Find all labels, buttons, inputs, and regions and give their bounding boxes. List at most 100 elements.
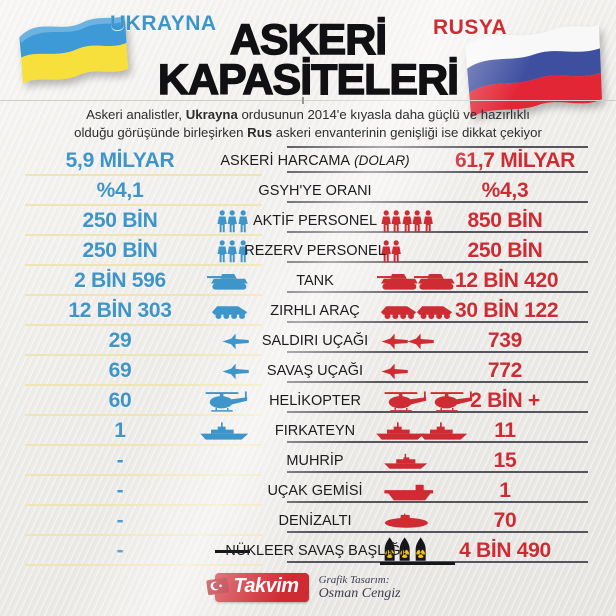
row-label: MUHRİP <box>250 453 380 469</box>
helicopter-icon <box>429 390 475 413</box>
tank-icon <box>377 272 420 291</box>
ukraine-value: - <box>116 539 124 562</box>
title-line-2: KAPASİTELERİ <box>157 55 460 104</box>
russia-value: 850 BİN <box>467 209 543 232</box>
subtitle-text: ordusunun 2014'e kıyasla daha güçlü ve h… <box>237 107 530 122</box>
footer: Takvim Grafik Tasarım: Osman Cengiz <box>0 573 616 602</box>
row-label-text: REZERV PERSONEL <box>244 243 386 259</box>
frigate-icon <box>376 421 467 441</box>
row-label-text: ASKERİ HARCAMA <box>220 153 351 169</box>
tank-icon <box>206 272 250 291</box>
jet-icon <box>381 332 409 351</box>
row-label: NÜKLEER SAVAŞ BAŞLIĞI <box>225 543 404 559</box>
russia-value: 70 <box>493 509 517 532</box>
row-label: UÇAK GEMİSİ <box>250 483 380 499</box>
row-label: TANK <box>250 273 380 289</box>
warhead-icon <box>383 537 396 562</box>
soldier-icon <box>227 209 239 233</box>
soldier-icon <box>380 209 455 233</box>
table-row: 250 BİN REZERV PERSONEL 250 BİN <box>0 236 616 266</box>
ukraine-value: 60 <box>108 389 132 412</box>
apc-icon <box>212 303 250 320</box>
russia-value: 61,7 MİLYAR <box>455 149 576 172</box>
table-row: 69 SAVAŞ UÇAĞI 772 <box>0 356 616 386</box>
soldier-icon <box>227 239 239 263</box>
row-label-text: ZIRHLI ARAÇ <box>270 303 360 319</box>
page-title: ASKERİ KAPASİTELERİ <box>0 16 616 104</box>
table-row: 60 HELİKOPTER 2 BİN + <box>0 386 616 416</box>
ukraine-value: 12 BİN 303 <box>68 299 172 322</box>
table-row: 12 BİN 303 ZIRHLI ARAÇ 30 BİN 122 <box>0 296 616 326</box>
table-row: 2 BİN 596 TANK 12 BİN 420 <box>0 266 616 296</box>
title-line-1: ASKERİ <box>229 16 388 64</box>
apc-icon <box>416 303 455 320</box>
soldier-icon <box>238 209 250 233</box>
helicopter-icon <box>204 390 250 413</box>
soldier-icon <box>391 209 403 233</box>
country-label-russia: RUSYA <box>433 16 508 39</box>
row-label: DENİZALTI <box>250 513 380 529</box>
ukraine-flag-icon <box>19 15 129 84</box>
row-label: AKTİF PERSONEL <box>250 213 380 229</box>
table-row: 250 BİN AKTİF PERSONEL 850 BİN <box>0 206 616 236</box>
subtitle-text: olduğu görüşünde birleşirken <box>74 125 248 141</box>
tank-icon <box>206 272 250 291</box>
russia-value: 772 <box>487 359 523 382</box>
row-label-text: FIRKATEYN <box>274 423 356 439</box>
warhead-icon <box>215 549 250 553</box>
russia-value: 1 <box>499 479 511 502</box>
ukraine-value: 250 BİN <box>82 239 158 262</box>
helicopter-icon <box>380 390 473 413</box>
ukraine-value: 250 BİN <box>82 209 158 232</box>
subtitle-bold-rus: Rus <box>247 125 273 141</box>
table-row: 5,9 MİLYAR ASKERİ HARCAMA (DOLAR) 61,7 M… <box>0 146 616 176</box>
carrier-icon <box>380 482 455 501</box>
apc-icon <box>212 303 250 320</box>
jet-icon <box>407 332 435 351</box>
warhead-icon <box>380 537 455 565</box>
russia-value: 30 BİN 122 <box>455 299 559 322</box>
jet-icon <box>381 362 409 381</box>
jet-icon <box>222 332 250 351</box>
table-row: %4,1 GSYH'YE ORANI %4,3 <box>0 176 616 206</box>
header-divider <box>0 97 616 104</box>
jet-icon <box>215 362 250 381</box>
destroyer-icon <box>380 452 455 470</box>
russia-value: 250 BİN <box>467 239 543 262</box>
soldier-icon <box>380 239 455 263</box>
jet-icon <box>380 332 455 351</box>
soldier-icon <box>381 239 393 263</box>
subtitle: Askeri analistler, Ukrayna ordusunun 201… <box>40 106 576 143</box>
ukraine-value: %4,1 <box>96 179 144 202</box>
apc-icon <box>380 303 455 320</box>
russia-value: 4 BİN 490 <box>459 539 551 562</box>
russia-value: 11 <box>494 419 516 442</box>
ukraine-value: 29 <box>108 329 132 352</box>
subtitle-text: askeri envanterinin genişliği ise dikkat… <box>272 125 542 141</box>
row-label-text: TANK <box>296 273 334 289</box>
row-label: SAVAŞ UÇAĞI <box>250 363 380 379</box>
design-credit: Grafik Tasarım: Osman Cengiz <box>319 574 401 602</box>
row-label: ASKERİ HARCAMA (DOLAR) <box>220 153 409 169</box>
row-label-text: UÇAK GEMİSİ <box>267 483 363 499</box>
table-row: - DENİZALTI 70 <box>0 506 616 536</box>
submarine-icon <box>380 513 455 529</box>
jet-icon <box>380 362 455 381</box>
ukraine-value: 69 <box>108 359 132 382</box>
submarine-icon <box>383 513 430 529</box>
tank-icon <box>377 272 456 291</box>
row-label: GSYH'YE ORANI <box>250 183 380 199</box>
row-label: REZERV PERSONEL <box>244 243 386 259</box>
row-label: ZIRHLI ARAÇ <box>250 303 380 319</box>
ukraine-value: - <box>116 479 124 502</box>
russia-value: 739 <box>487 329 523 352</box>
row-label-text: GSYH'YE ORANI <box>258 183 372 199</box>
row-label-note: (DOLAR) <box>354 153 410 168</box>
russia-value: %4,3 <box>481 179 529 202</box>
soldier-icon <box>412 209 424 233</box>
jet-icon <box>222 362 250 381</box>
warhead-icon <box>398 537 411 562</box>
ukraine-value: 2 BİN 596 <box>74 269 166 292</box>
soldier-icon <box>238 239 250 263</box>
